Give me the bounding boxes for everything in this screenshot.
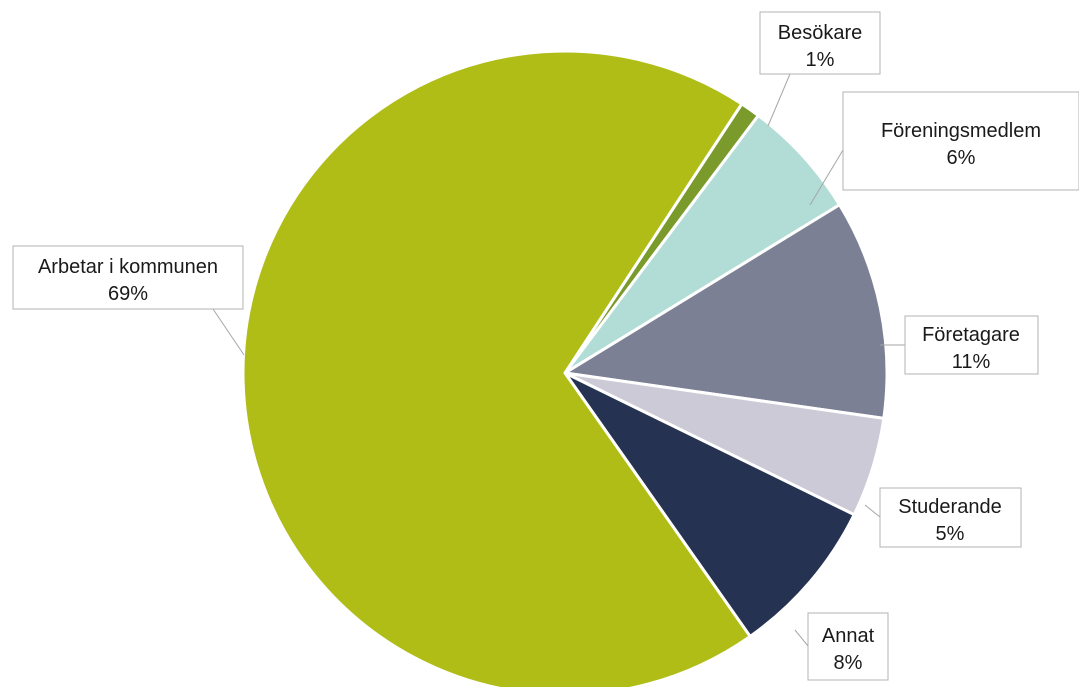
data-label-box-besökare (759, 11, 881, 75)
data-label-value-annat: 8% (834, 652, 863, 674)
data-label-name-föreningsmedlem: Föreningsmedlem (881, 120, 1041, 142)
data-label-box-föreningsmedlem (842, 91, 1079, 191)
data-label-value-besökare: 1% (806, 49, 835, 71)
data-label-name-företagare: Företagare (922, 324, 1020, 346)
data-label-value-företagare: 11% (952, 351, 991, 373)
pie-slice-arbetar-i-kommunen (241, 49, 752, 692)
data-label-value-studerande: 5% (936, 523, 965, 545)
data-label-name-studerande: Studerande (898, 496, 1001, 518)
data-label-box-annat (807, 612, 889, 681)
data-label-name-besökare: Besökare (778, 22, 863, 44)
data-label-box-arbetar-i-kommunen (12, 245, 244, 310)
data-label-box-företagare (904, 315, 1039, 375)
data-label-box-studerande (879, 487, 1022, 548)
leader-line-annat (794, 629, 809, 647)
data-label-value-arbetar-i-kommunen: 69% (108, 283, 148, 305)
slices-layer (241, 49, 889, 692)
pie-slice-företagare (563, 203, 889, 420)
data-label-value-föreningsmedlem: 6% (947, 147, 976, 169)
labels-layer: Besökare 1% Föreningsmedlem 6% Företagare 11%… (12, 11, 1079, 681)
data-label-name-arbetar-i-kommunen: Arbetar i kommunen (38, 256, 218, 278)
pie-slice-föreningsmedlem (563, 114, 842, 375)
leader-line-föreningsmedlem (809, 149, 844, 206)
pie-slice-annat (563, 371, 856, 638)
data-label-name-annat: Annat (822, 625, 875, 647)
leader-line-besökare (767, 73, 791, 127)
leader-line-studerande (864, 504, 881, 518)
leader-line-arbetar-i-kommunen (212, 308, 245, 356)
